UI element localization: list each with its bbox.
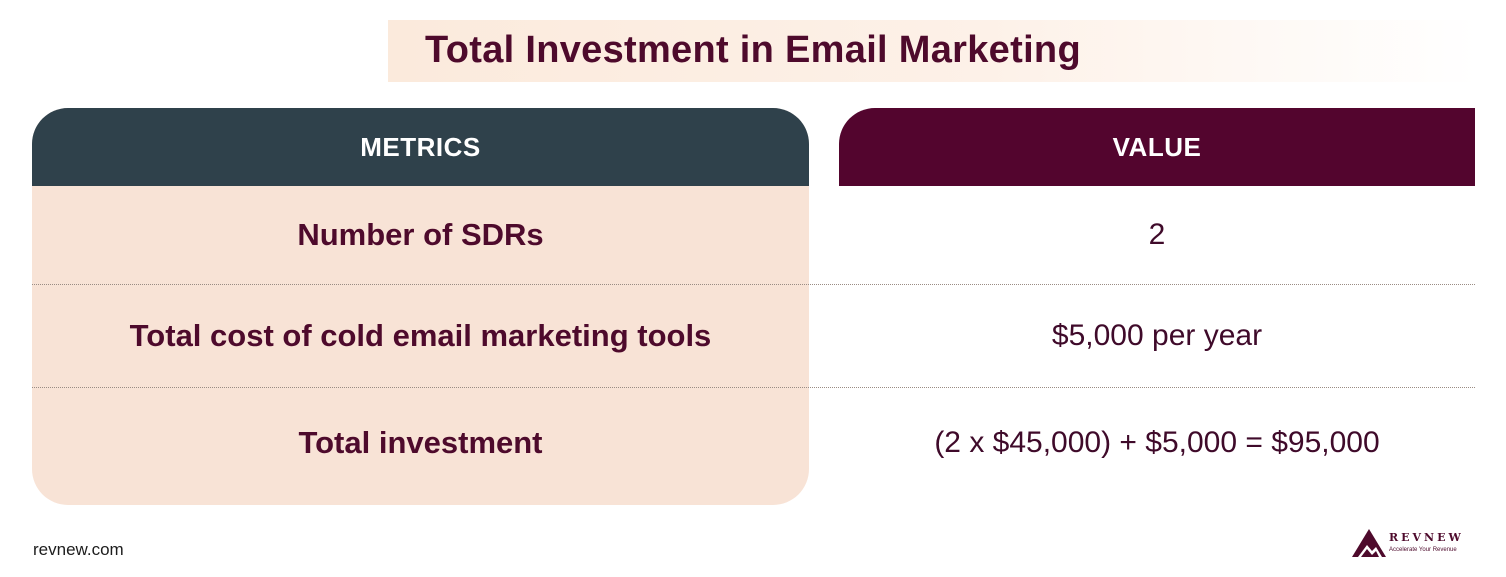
metric-cell-sdrs: Number of SDRs	[297, 217, 544, 252]
value-cell-total-investment: (2 x $45,000) + $5,000 = $95,000	[934, 426, 1380, 459]
row-divider	[32, 387, 1475, 388]
logo-tagline: Accelerate Your Revenue	[1389, 547, 1457, 553]
metric-cell-total-investment: Total investment	[298, 425, 543, 460]
revnew-logo: REVNEW Accelerate Your Revenue	[1351, 527, 1481, 559]
mountain-peak-icon	[1352, 529, 1386, 557]
row-divider	[32, 284, 1475, 285]
value-column-header: VALUE	[839, 108, 1475, 186]
value-cell-tools-cost: $5,000 per year	[1051, 319, 1263, 352]
title-highlight-band	[388, 20, 1478, 82]
footer-site-url: revnew.com	[33, 540, 124, 559]
value-cell-sdrs: 2	[1148, 218, 1166, 251]
metric-cell-tools-cost: Total cost of cold email marketing tools	[129, 318, 712, 353]
metrics-column-header: METRICS	[32, 108, 809, 186]
page-title: Total Investment in Email Marketing	[425, 29, 1081, 71]
logo-name: REVNEW	[1389, 531, 1464, 544]
metrics-column-panel: METRICS	[32, 108, 809, 505]
